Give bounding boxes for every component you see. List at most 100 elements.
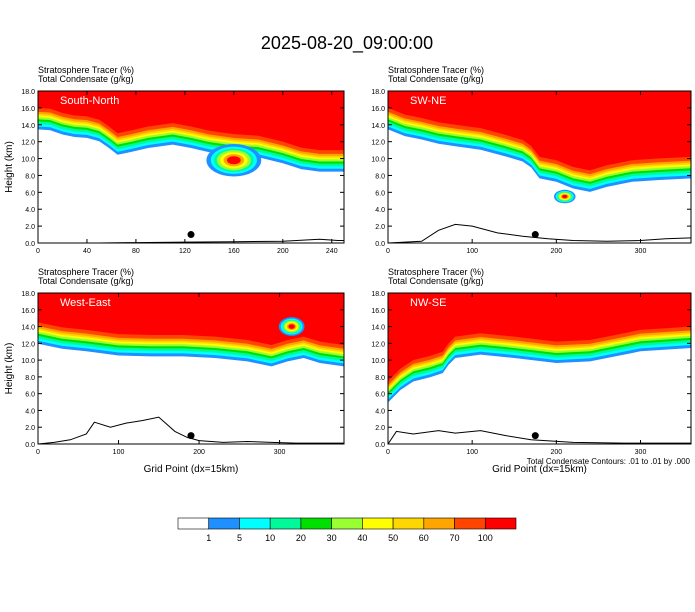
y-tick-label: 6.0 xyxy=(375,392,385,399)
panel-south-north: Stratosphere Tracer (%)Total Condensate … xyxy=(4,65,345,255)
y-tick-label: 10.0 xyxy=(371,358,385,365)
y-tick-label: 2.0 xyxy=(375,425,385,432)
x-tick-label: 200 xyxy=(550,449,562,456)
tracer-band xyxy=(38,91,344,151)
y-tick-label: 2.0 xyxy=(25,224,35,231)
y-tick-label: 14.0 xyxy=(371,325,385,332)
y-tick-label: 2.0 xyxy=(25,425,35,432)
location-marker xyxy=(531,231,539,239)
tracer-blob xyxy=(562,194,568,199)
x-tick-label: 300 xyxy=(635,248,647,255)
colorbar-swatch xyxy=(177,517,210,530)
colorbar-swatch xyxy=(454,517,486,530)
terrain-line xyxy=(388,223,691,243)
y-tick-label: 14.0 xyxy=(21,123,35,130)
x-tick-label: 80 xyxy=(132,248,140,255)
x-tick-label: 120 xyxy=(179,248,191,255)
colorbar-swatch xyxy=(392,517,425,530)
x-tick-label: 100 xyxy=(466,449,478,456)
colorbar: 1 5 10 20 30 40 50 60 70 100 xyxy=(177,517,517,543)
x-axis-label: Grid Point (dx=15km) xyxy=(492,464,587,475)
x-tick-label: 100 xyxy=(113,449,125,456)
panel-title: South-North xyxy=(60,95,119,107)
panel-variable-label: Stratosphere Tracer (%) xyxy=(38,65,134,75)
y-tick-label: 6.0 xyxy=(25,190,35,197)
panel-nw-se: Stratosphere Tracer (%)Total Condensate … xyxy=(371,267,692,475)
panel-title: SW-NE xyxy=(410,95,446,107)
plot-frame xyxy=(387,292,692,445)
colorbar-label: 40 xyxy=(357,533,367,543)
y-tick-label: 4.0 xyxy=(25,207,35,214)
x-tick-label: 0 xyxy=(36,248,40,255)
panel-variable-label: Total Condensate (g/kg) xyxy=(388,74,484,84)
colorbar-label: 10 xyxy=(265,533,275,543)
tracer-band xyxy=(388,293,691,382)
panel-variable-label: Stratosphere Tracer (%) xyxy=(38,267,134,277)
panel-west-east: Stratosphere Tracer (%)Total Condensate … xyxy=(4,267,345,475)
terrain-line xyxy=(38,416,344,444)
y-tick-label: 14.0 xyxy=(371,123,385,130)
colorbar-swatch xyxy=(269,517,302,530)
y-tick-label: 12.0 xyxy=(371,341,385,348)
location-marker xyxy=(531,432,539,440)
y-tick-label: 4.0 xyxy=(375,408,385,415)
plot-frame xyxy=(37,292,345,445)
colorbar-swatch xyxy=(208,517,240,530)
x-tick-label: 0 xyxy=(386,248,390,255)
y-tick-label: 0.0 xyxy=(375,241,385,248)
y-tick-label: 8.0 xyxy=(25,375,35,382)
colorbar-label: 50 xyxy=(388,533,398,543)
colorbar-swatch xyxy=(484,517,517,530)
y-tick-label: 18.0 xyxy=(21,89,35,96)
plot-frame xyxy=(387,90,692,244)
y-tick-label: 16.0 xyxy=(371,106,385,113)
y-axis-label: Height (km) xyxy=(4,343,15,395)
y-tick-label: 18.0 xyxy=(371,89,385,96)
panel-variable-label: Stratosphere Tracer (%) xyxy=(388,267,484,277)
x-tick-label: 300 xyxy=(635,449,647,456)
y-tick-label: 10.0 xyxy=(21,157,35,164)
y-tick-label: 0.0 xyxy=(25,442,35,449)
panel-title: West-East xyxy=(60,297,111,309)
x-tick-label: 100 xyxy=(466,248,478,255)
y-tick-label: 8.0 xyxy=(375,173,385,180)
location-marker xyxy=(187,231,195,239)
tracer-field xyxy=(388,91,691,243)
y-tick-label: 18.0 xyxy=(21,291,35,298)
y-tick-label: 0.0 xyxy=(375,442,385,449)
tracer-blob xyxy=(226,156,241,165)
y-tick-label: 18.0 xyxy=(371,291,385,298)
panel-variable-label: Total Condensate (g/kg) xyxy=(38,74,134,84)
panel-sw-ne: Stratosphere Tracer (%)Total Condensate … xyxy=(371,65,692,255)
panel-title: NW-SE xyxy=(410,297,446,309)
y-tick-label: 0.0 xyxy=(25,241,35,248)
y-tick-label: 16.0 xyxy=(21,106,35,113)
colorbar-label: 5 xyxy=(237,533,242,543)
colorbar-label: 20 xyxy=(296,533,306,543)
y-tick-label: 6.0 xyxy=(375,190,385,197)
y-tick-label: 10.0 xyxy=(371,157,385,164)
x-tick-label: 300 xyxy=(274,449,286,456)
x-tick-label: 200 xyxy=(277,248,289,255)
terrain-line xyxy=(38,238,344,243)
x-tick-label: 200 xyxy=(193,449,205,456)
colorbar-swatch xyxy=(362,517,394,530)
tracer-blob xyxy=(288,324,295,329)
x-tick-label: 40 xyxy=(83,248,91,255)
colorbar-label: 70 xyxy=(450,533,460,543)
colorbar-swatch xyxy=(423,517,455,530)
location-marker xyxy=(187,432,195,440)
figure-title: 2025-08-20_09:00:00 xyxy=(261,33,433,54)
colorbar-label: 1 xyxy=(206,533,211,543)
colorbar-label: 30 xyxy=(327,533,337,543)
plot-frame xyxy=(37,90,345,244)
tracer-field xyxy=(388,293,691,444)
colorbar-swatch xyxy=(300,517,332,530)
tracer-band xyxy=(38,293,344,346)
colorbar-label: 100 xyxy=(478,533,493,543)
panel-variable-label: Total Condensate (g/kg) xyxy=(38,276,134,286)
x-tick-label: 0 xyxy=(36,449,40,456)
y-tick-label: 2.0 xyxy=(375,224,385,231)
x-tick-label: 160 xyxy=(228,248,240,255)
x-tick-label: 0 xyxy=(386,449,390,456)
